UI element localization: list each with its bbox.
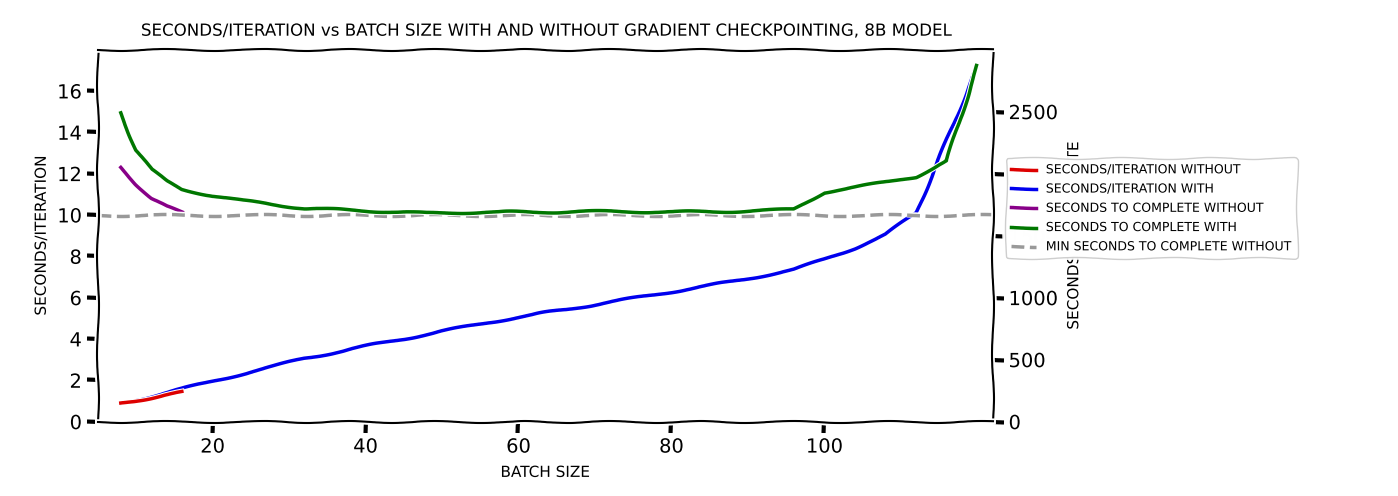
Line: SECONDS TO COMPLETE WITH: SECONDS TO COMPLETE WITH — [120, 66, 977, 213]
SECONDS TO COMPLETE WITH — [480, 209, 496, 215]
SECONDS/ITERATION WITH — [847, 245, 864, 251]
SECONDS TO COMPLETE WITHOUT — [158, 204, 175, 210]
SECONDS/ITERATION WITHOUT — [143, 395, 159, 401]
SECONDS TO COMPLETE WITHOUT — [173, 210, 190, 216]
SECONDS/ITERATION WITH — [786, 267, 802, 273]
SECONDS TO COMPLETE WITH — [938, 158, 955, 164]
Y-axis label: SECONDS TO COMPLETE: SECONDS TO COMPLETE — [1067, 141, 1081, 330]
Line: SECONDS TO COMPLETE WITHOUT: SECONDS TO COMPLETE WITHOUT — [120, 168, 182, 213]
MIN SECONDS TO COMPLETE WITHOUT — [59, 212, 75, 218]
SECONDS TO COMPLETE WITH — [663, 209, 679, 215]
SECONDS TO COMPLETE WITH — [112, 110, 129, 116]
SECONDS/ITERATION WITHOUT — [158, 392, 175, 398]
SECONDS/ITERATION WITHOUT — [173, 389, 190, 395]
Line: SECONDS/ITERATION WITH: SECONDS/ITERATION WITH — [120, 66, 977, 403]
SECONDS/ITERATION WITH — [143, 393, 159, 399]
SECONDS TO COMPLETE WITH — [541, 209, 558, 215]
Line: SECONDS/ITERATION WITHOUT: SECONDS/ITERATION WITHOUT — [120, 392, 182, 403]
MIN SECONDS TO COMPLETE WITHOUT — [52, 212, 69, 218]
SECONDS TO COMPLETE WITH — [235, 198, 252, 204]
SECONDS TO COMPLETE WITH — [127, 147, 144, 153]
SECONDS/ITERATION WITH — [356, 343, 373, 349]
SECONDS/ITERATION WITHOUT — [112, 400, 129, 406]
SECONDS/ITERATION WITH — [296, 356, 313, 362]
SECONDS/ITERATION WITH — [877, 232, 893, 238]
SECONDS TO COMPLETE WITH — [173, 186, 190, 192]
SECONDS/ITERATION WITH — [663, 289, 679, 295]
SECONDS/ITERATION WITH — [541, 309, 558, 315]
Y-axis label: SECONDS/ITERATION: SECONDS/ITERATION — [34, 156, 49, 315]
SECONDS TO COMPLETE WITH — [356, 208, 373, 214]
X-axis label: BATCH SIZE: BATCH SIZE — [500, 465, 590, 480]
SECONDS TO COMPLETE WITH — [601, 208, 618, 214]
SECONDS/ITERATION WITH — [907, 210, 924, 216]
SECONDS/ITERATION WITH — [816, 256, 833, 262]
SECONDS TO COMPLETE WITH — [877, 179, 893, 185]
SECONDS/ITERATION WITH — [601, 299, 618, 305]
Legend: SECONDS/ITERATION WITHOUT, SECONDS/ITERATION WITH, SECONDS TO COMPLETE WITHOUT, : SECONDS/ITERATION WITHOUT, SECONDS/ITERA… — [1005, 158, 1297, 258]
SECONDS/ITERATION WITH — [127, 397, 144, 403]
SECONDS TO COMPLETE WITH — [724, 208, 741, 214]
SECONDS TO COMPLETE WITH — [296, 205, 313, 211]
SECONDS/ITERATION WITH — [418, 331, 435, 337]
Title: SECONDS/ITERATION vs BATCH SIZE WITH AND WITHOUT GRADIENT CHECKPOINTING, 8B MODE: SECONDS/ITERATION vs BATCH SIZE WITH AND… — [141, 22, 949, 40]
SECONDS/ITERATION WITH — [266, 363, 282, 369]
SECONDS/ITERATION WITH — [969, 63, 986, 69]
SECONDS/ITERATION WITH — [173, 386, 190, 392]
SECONDS/ITERATION WITH — [938, 137, 955, 143]
SECONDS TO COMPLETE WITH — [969, 63, 986, 69]
SECONDS TO COMPLETE WITHOUT — [143, 195, 159, 201]
SECONDS/ITERATION WITH — [480, 319, 496, 325]
SECONDS/ITERATION WITHOUT — [127, 398, 144, 404]
SECONDS/ITERATION WITH — [724, 279, 741, 285]
SECONDS/ITERATION WITH — [235, 371, 252, 376]
SECONDS TO COMPLETE WITH — [266, 202, 282, 208]
SECONDS/ITERATION WITH — [204, 378, 221, 384]
SECONDS TO COMPLETE WITH — [204, 193, 221, 199]
SECONDS TO COMPLETE WITH — [143, 167, 159, 173]
SECONDS TO COMPLETE WITHOUT — [127, 181, 144, 187]
SECONDS TO COMPLETE WITH — [847, 185, 864, 190]
SECONDS TO COMPLETE WITH — [816, 189, 833, 195]
SECONDS TO COMPLETE WITH — [786, 206, 802, 212]
SECONDS/ITERATION WITH — [158, 390, 175, 396]
SECONDS TO COMPLETE WITH — [418, 210, 435, 216]
SECONDS/ITERATION WITH — [112, 400, 129, 406]
SECONDS TO COMPLETE WITHOUT — [112, 165, 129, 171]
SECONDS TO COMPLETE WITH — [158, 178, 175, 184]
SECONDS TO COMPLETE WITH — [907, 174, 924, 180]
